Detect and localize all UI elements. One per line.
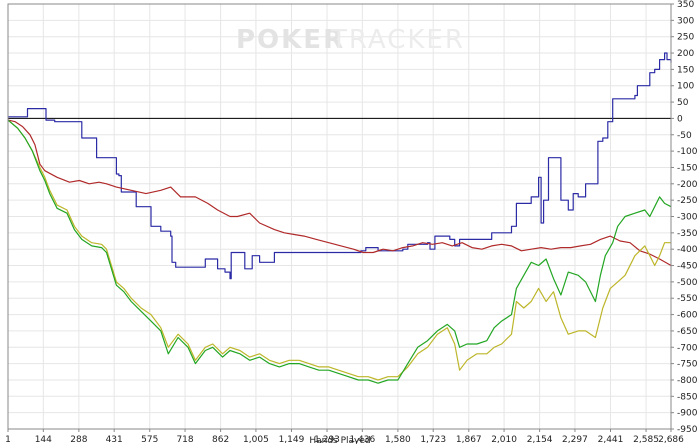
y-tick-label: -400: [677, 245, 698, 255]
y-axis-ticks: 350 300 250 200 150 100 50 0 -50 -100 -150 -200 -250…: [671, 0, 698, 435]
x-tick-label: 2,686: [658, 435, 684, 444]
y-tick-label: -100: [677, 147, 698, 157]
y-tick-label: 350: [677, 0, 694, 10]
y-tick-label: 50: [677, 98, 689, 108]
x-tick-label: 431: [106, 435, 123, 444]
y-tick-label: -600: [677, 311, 698, 321]
watermark-part1: POKER: [236, 25, 345, 55]
y-tick-label: -150: [677, 163, 698, 173]
y-tick-label: -50: [677, 131, 692, 141]
x-tick-label: 144: [35, 435, 52, 444]
y-tick-label: -500: [677, 278, 698, 288]
series-line-2: [7, 119, 672, 267]
x-tick-label: 575: [141, 435, 158, 444]
y-tick-label: -350: [677, 229, 698, 239]
y-tick-label: -850: [677, 392, 698, 402]
x-axis-ticks: 1 144 288 431 575 718 862 1,005 1,149 1,293 1,436 1…: [5, 429, 684, 444]
series-line-4: [7, 119, 672, 384]
series-line-1: [8, 52, 672, 280]
x-tick-label: 1,436: [349, 435, 375, 444]
x-tick-label: 1,580: [385, 435, 411, 444]
y-tick-label: -300: [677, 213, 698, 223]
x-tick-label: 2,297: [562, 435, 588, 444]
x-tick-label: 1,867: [456, 435, 482, 444]
x-tick-label: 2,010: [491, 435, 517, 444]
y-tick-label: -800: [677, 376, 698, 386]
y-tick-label: 300: [677, 16, 694, 26]
y-tick-label: 250: [677, 33, 694, 43]
y-tick-label: -700: [677, 343, 698, 353]
y-tick-label: -650: [677, 327, 698, 337]
x-tick-label: 2,585: [633, 435, 659, 444]
y-tick-label: -450: [677, 262, 698, 272]
x-tick-label: 718: [176, 435, 193, 444]
x-axis-title: Hands Played: [309, 436, 370, 444]
x-tick-label: 288: [70, 435, 87, 444]
x-tick-label: 2,441: [598, 435, 624, 444]
y-tick-label: -900: [677, 409, 698, 419]
y-tick-label: 200: [677, 49, 694, 59]
x-tick-label: 1,149: [279, 435, 305, 444]
x-tick-label: 1,293: [314, 435, 340, 444]
x-tick-label: 1,723: [420, 435, 446, 444]
x-tick-label: 862: [212, 435, 229, 444]
x-tick-label: 2,154: [527, 435, 553, 444]
x-tick-label: 1: [5, 435, 11, 444]
y-tick-label: 150: [677, 65, 694, 75]
y-tick-label: -250: [677, 196, 698, 206]
y-tick-label: -950: [677, 425, 698, 435]
y-tick-label: -750: [677, 360, 698, 370]
x-tick-label: 1,005: [243, 435, 269, 444]
series-layer: [7, 52, 672, 384]
y-tick-label: -200: [677, 180, 698, 190]
watermark-logo: POKER TRACKER: [236, 25, 465, 55]
watermark-part2: TRACKER: [330, 25, 465, 55]
series-line-3: [7, 119, 671, 381]
y-tick-label: -550: [677, 294, 698, 304]
y-tick-label: 0: [677, 114, 683, 124]
y-tick-label: 100: [677, 82, 694, 92]
